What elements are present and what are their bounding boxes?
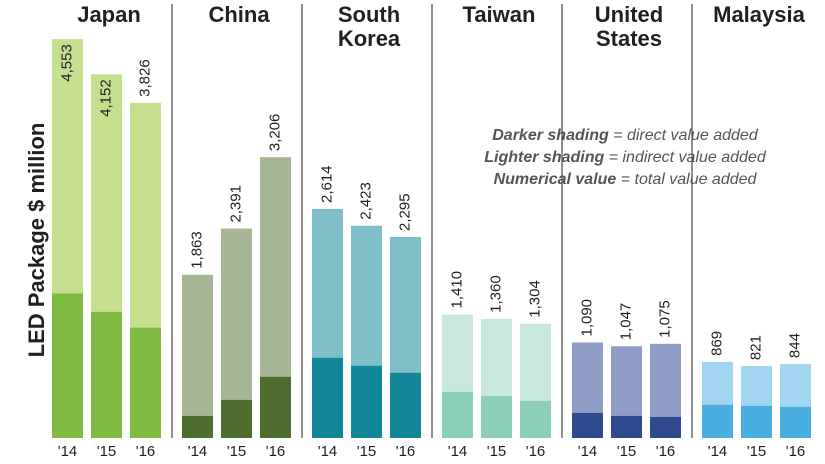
- x-tick-label: '15: [97, 443, 117, 460]
- bar-direct: [260, 376, 291, 438]
- x-tick-label: '15: [357, 443, 377, 460]
- panel-title: South: [338, 2, 400, 27]
- value-label: 1,360: [487, 275, 504, 313]
- panel-title: Korea: [338, 26, 401, 51]
- bar-total: [182, 274, 213, 438]
- x-tick-label: '16: [786, 443, 806, 460]
- value-label: 844: [786, 333, 803, 358]
- legend-term: Darker shading: [492, 127, 609, 144]
- bar-direct: [221, 399, 252, 438]
- bar-direct: [481, 395, 512, 438]
- x-tick-label: '16: [526, 443, 546, 460]
- legend-text: = direct value added: [609, 127, 759, 144]
- value-label: 1,075: [656, 300, 673, 338]
- legend-text: = total value added: [616, 171, 757, 188]
- bar-direct: [780, 406, 811, 438]
- x-tick-label: '14: [188, 443, 208, 460]
- panel-title: Japan: [77, 2, 141, 27]
- panel-title: United: [595, 2, 663, 27]
- bar-direct: [312, 357, 343, 438]
- value-label: 1,410: [448, 271, 465, 309]
- x-tick-label: '15: [617, 443, 637, 460]
- legend-text: = indirect value added: [604, 149, 767, 166]
- x-tick-label: '14: [448, 443, 468, 460]
- value-label: 4,152: [97, 79, 114, 117]
- panel-title: States: [596, 26, 662, 51]
- value-label: 1,863: [188, 231, 205, 269]
- value-label: 2,423: [357, 182, 374, 220]
- value-label: 2,295: [396, 193, 413, 231]
- value-label: 1,304: [526, 280, 543, 318]
- bar-direct: [611, 415, 642, 438]
- value-label: 2,614: [318, 165, 335, 203]
- legend-note: Numerical value = total value added: [494, 171, 758, 188]
- x-tick-label: '16: [396, 443, 416, 460]
- bar-direct: [390, 372, 421, 438]
- bar-direct: [702, 404, 733, 438]
- panel-title: Malaysia: [713, 2, 805, 27]
- value-label: 1,090: [578, 299, 595, 337]
- value-label: 869: [708, 331, 725, 356]
- panel-title: China: [208, 2, 270, 27]
- value-label: 1,047: [617, 303, 634, 341]
- bar-direct: [442, 391, 473, 438]
- value-label: 4,553: [58, 44, 75, 82]
- value-label: 3,206: [266, 114, 283, 152]
- legend-term: Lighter shading: [484, 149, 604, 166]
- x-tick-label: '15: [747, 443, 767, 460]
- x-tick-label: '14: [318, 443, 338, 460]
- legend-note: Lighter shading = indirect value added: [484, 149, 767, 166]
- x-tick-label: '16: [266, 443, 286, 460]
- legend-note: Darker shading = direct value added: [492, 127, 759, 144]
- x-tick-label: '16: [136, 443, 156, 460]
- bar-direct: [351, 365, 382, 438]
- bar-direct: [52, 293, 83, 438]
- bar-direct: [91, 311, 122, 438]
- value-label: 3,826: [136, 59, 153, 97]
- bar-direct: [650, 416, 681, 438]
- value-label: 2,391: [227, 185, 244, 223]
- bar-direct: [741, 405, 772, 438]
- bar-direct: [182, 415, 213, 438]
- x-tick-label: '14: [578, 443, 598, 460]
- bar-direct: [520, 400, 551, 438]
- x-tick-label: '14: [708, 443, 728, 460]
- legend-term: Numerical value: [494, 171, 617, 188]
- panel-title: Taiwan: [463, 2, 536, 27]
- x-tick-label: '15: [227, 443, 247, 460]
- bar-direct: [572, 412, 603, 438]
- value-label: 821: [747, 335, 764, 360]
- y-axis-label: LED Package $ million: [24, 123, 49, 358]
- x-tick-label: '14: [58, 443, 78, 460]
- x-tick-label: '16: [656, 443, 676, 460]
- x-tick-label: '15: [487, 443, 507, 460]
- bar-direct: [130, 327, 161, 438]
